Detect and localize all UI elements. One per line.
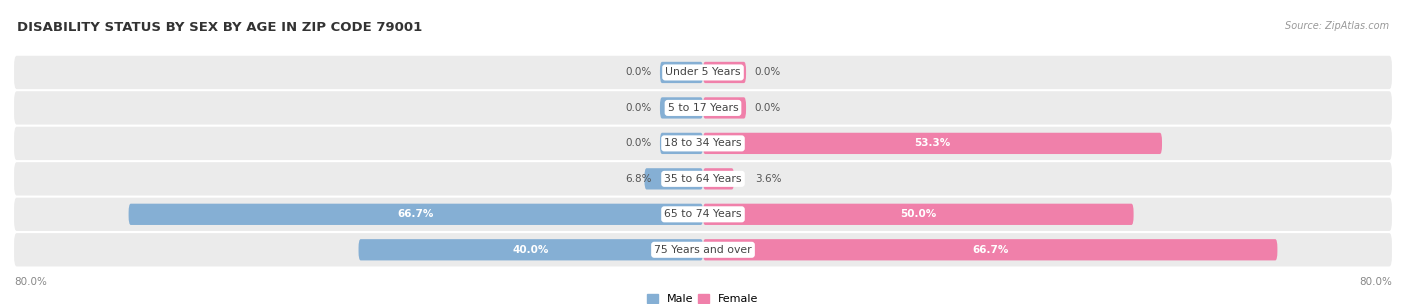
FancyBboxPatch shape xyxy=(703,97,747,119)
Text: 18 to 34 Years: 18 to 34 Years xyxy=(664,138,742,148)
FancyBboxPatch shape xyxy=(659,133,703,154)
Text: 0.0%: 0.0% xyxy=(626,67,651,78)
Text: 5 to 17 Years: 5 to 17 Years xyxy=(668,103,738,113)
FancyBboxPatch shape xyxy=(659,97,703,119)
FancyBboxPatch shape xyxy=(703,168,734,189)
Text: 0.0%: 0.0% xyxy=(755,67,780,78)
FancyBboxPatch shape xyxy=(644,168,703,189)
Text: 75 Years and over: 75 Years and over xyxy=(654,245,752,255)
Text: 80.0%: 80.0% xyxy=(1360,278,1392,288)
FancyBboxPatch shape xyxy=(14,91,1392,125)
Text: 66.7%: 66.7% xyxy=(972,245,1008,255)
FancyBboxPatch shape xyxy=(128,204,703,225)
Text: Source: ZipAtlas.com: Source: ZipAtlas.com xyxy=(1285,21,1389,31)
Legend: Male, Female: Male, Female xyxy=(643,289,763,304)
Text: DISABILITY STATUS BY SEX BY AGE IN ZIP CODE 79001: DISABILITY STATUS BY SEX BY AGE IN ZIP C… xyxy=(17,21,422,34)
FancyBboxPatch shape xyxy=(703,239,1278,261)
Text: 66.7%: 66.7% xyxy=(398,209,434,219)
FancyBboxPatch shape xyxy=(359,239,703,261)
Text: 53.3%: 53.3% xyxy=(914,138,950,148)
Text: 3.6%: 3.6% xyxy=(755,174,782,184)
FancyBboxPatch shape xyxy=(14,56,1392,89)
Text: 65 to 74 Years: 65 to 74 Years xyxy=(664,209,742,219)
Text: 40.0%: 40.0% xyxy=(513,245,548,255)
Text: 35 to 64 Years: 35 to 64 Years xyxy=(664,174,742,184)
FancyBboxPatch shape xyxy=(14,198,1392,231)
Text: 50.0%: 50.0% xyxy=(900,209,936,219)
FancyBboxPatch shape xyxy=(703,204,1133,225)
FancyBboxPatch shape xyxy=(659,62,703,83)
FancyBboxPatch shape xyxy=(14,127,1392,160)
Text: 0.0%: 0.0% xyxy=(626,138,651,148)
Text: 80.0%: 80.0% xyxy=(14,278,46,288)
FancyBboxPatch shape xyxy=(14,162,1392,195)
Text: 0.0%: 0.0% xyxy=(626,103,651,113)
Text: Under 5 Years: Under 5 Years xyxy=(665,67,741,78)
Text: 0.0%: 0.0% xyxy=(755,103,780,113)
FancyBboxPatch shape xyxy=(14,233,1392,266)
FancyBboxPatch shape xyxy=(703,133,1161,154)
FancyBboxPatch shape xyxy=(703,62,747,83)
Text: 6.8%: 6.8% xyxy=(624,174,651,184)
